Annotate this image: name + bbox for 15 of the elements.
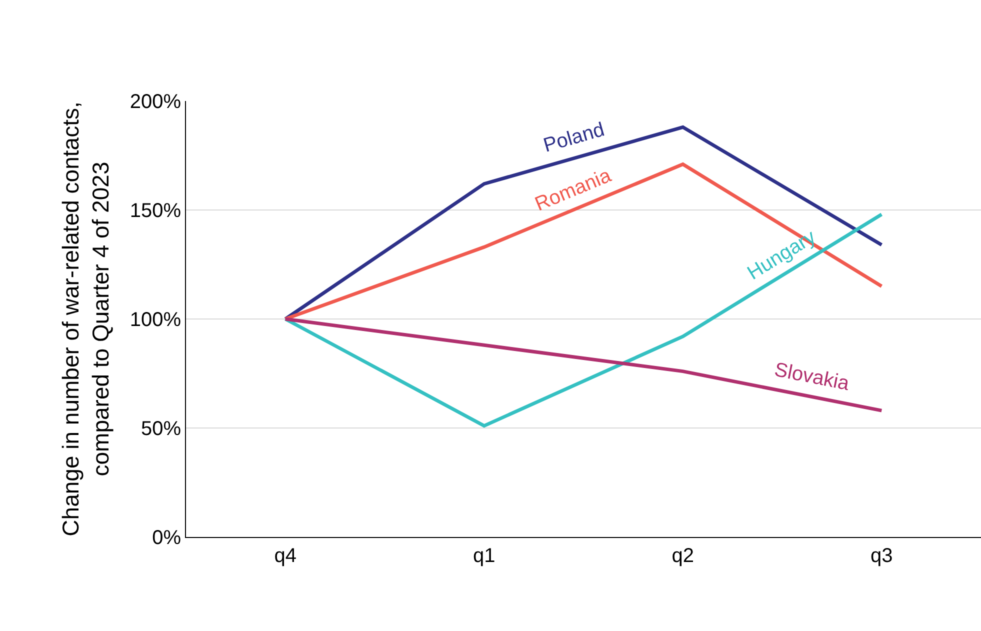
line-series	[284, 317, 884, 412]
text: Poland	[541, 118, 607, 157]
line-series	[284, 212, 884, 428]
y-tick-label: 150%	[130, 200, 182, 222]
text: Slovakia	[772, 358, 852, 396]
y-tick-label: 100%	[130, 309, 182, 331]
x-tick-label: q4	[274, 545, 297, 567]
x-tick-label: q1	[473, 545, 496, 567]
x-tick-label: q2	[672, 545, 694, 567]
y-tick-label: 200%	[130, 91, 182, 113]
x-tick-label: q3	[870, 545, 893, 567]
y-axis-title: Change in number of war-related contacts, compared to Quarter 4 of 2023	[57, 102, 114, 536]
line-series	[284, 162, 884, 321]
y-tick-label: 50%	[140, 418, 182, 440]
y-tick-label: 0%	[152, 527, 182, 549]
